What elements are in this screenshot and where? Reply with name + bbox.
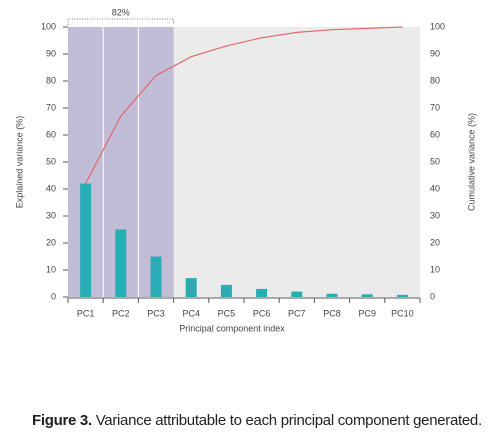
y-axis-label: Explained variance (%): [14, 116, 24, 209]
x-tick-label: PC4: [182, 308, 200, 318]
bar: [256, 288, 268, 297]
bar: [361, 294, 373, 297]
caption-text: Variance attributable to each principal …: [95, 412, 482, 429]
y-tick-label: 10: [46, 264, 56, 274]
highlight-bracket: [67, 18, 174, 25]
cumulative-line: [85, 26, 403, 184]
y-tick-label: 60: [46, 129, 56, 139]
y-tick-label: 40: [46, 183, 56, 193]
y-tick-label: 30: [46, 210, 56, 220]
y2-tick-label: 50: [430, 156, 440, 166]
x-tick-label: PC1: [77, 308, 95, 318]
bar: [150, 256, 162, 297]
y-tick-label: 100: [41, 21, 56, 31]
y-tick-label: 90: [46, 48, 56, 58]
y2-axis-label: Cumulative variance (%): [466, 113, 476, 211]
x-tick-label: PC6: [253, 308, 271, 318]
y2-tick-label: 70: [430, 102, 440, 112]
y2-tick-label: 100: [430, 21, 445, 31]
chart: Principal component index Explained vari…: [14, 7, 476, 333]
y-tick-label: 50: [46, 156, 56, 166]
bar: [326, 293, 338, 297]
bar: [80, 183, 92, 297]
bar: [185, 278, 197, 297]
highlight-label: 82%: [112, 7, 130, 17]
y-tick-label: 0: [51, 291, 56, 301]
x-tick-label: PC7: [288, 308, 306, 318]
y-tick-label: 70: [46, 102, 56, 112]
y2-tick-label: 80: [430, 75, 440, 85]
y2-tick-label: 60: [430, 129, 440, 139]
y2-tick-label: 90: [430, 48, 440, 58]
y-tick-label: 80: [46, 75, 56, 85]
y2-tick-label: 40: [430, 183, 440, 193]
x-tick-label: PC5: [218, 308, 236, 318]
x-axis-label: Principal component index: [179, 323, 285, 333]
bar: [396, 294, 408, 297]
bar: [291, 291, 303, 297]
x-tick-label: PC8: [323, 308, 341, 318]
caption: Figure 3. Variance attributable to each …: [32, 412, 482, 429]
x-tick-label: PC10: [391, 308, 414, 318]
bar: [220, 284, 232, 297]
y2-tick-label: 10: [430, 264, 440, 274]
x-tick-label: PC9: [358, 308, 376, 318]
x-tick-label: PC2: [112, 308, 130, 318]
y-tick-label: 20: [46, 237, 56, 247]
y2-tick-label: 0: [430, 291, 435, 301]
bar: [115, 229, 127, 297]
x-tick-label: PC3: [147, 308, 165, 318]
caption-label: Figure 3.: [32, 412, 92, 429]
y2-tick-label: 20: [430, 237, 440, 247]
y2-tick-label: 30: [430, 210, 440, 220]
